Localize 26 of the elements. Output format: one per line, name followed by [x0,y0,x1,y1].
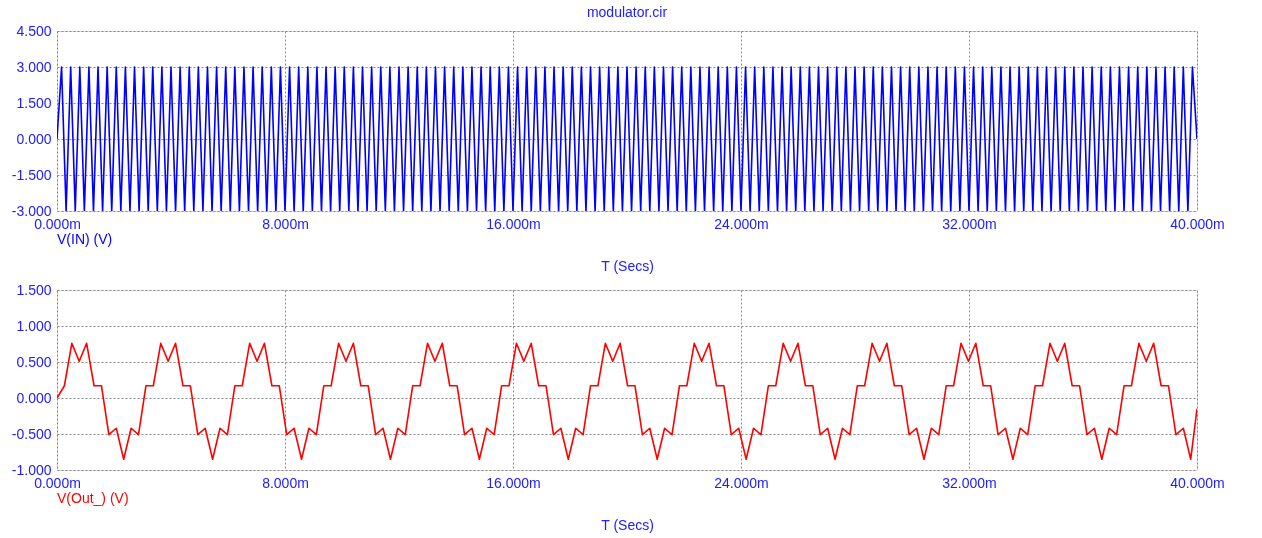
x-tick-label: 8.000m [262,474,309,491]
x-tick-label: 8.000m [262,215,309,232]
y-tick-label: 4.500 [16,22,52,39]
y-tick-label: 0.000 [16,130,52,147]
y-tick-label: -1.500 [11,166,52,183]
y-tick-label: 1.500 [16,281,52,298]
x-tick-label: 24.000m [714,474,769,491]
x-tick-label: 40.000m [1170,474,1225,491]
x-tick-label: 32.000m [942,215,997,232]
x-tick-label: 16.000m [486,474,541,491]
y-tick-label: 3.000 [16,58,52,75]
line-series [57,342,1197,460]
series-label: V(IN) (V) [57,231,113,247]
x-tick-label: 40.000m [1170,215,1225,232]
x-tick-label: 16.000m [486,215,541,232]
x-axis-title: T (Secs) [601,516,654,533]
text: V(Out_) (V) [57,490,129,506]
x-axis-title: T (Secs) [601,257,654,274]
x-tick-label: 24.000m [714,215,769,232]
chart-title: modulator.cir [586,4,668,20]
y-tick-label: 0.000 [16,389,52,406]
y-tick-label: 0.500 [16,353,52,370]
y-tick-label: -0.500 [11,425,52,442]
y-tick-label: 1.000 [16,317,52,334]
y-tick-label: 1.500 [16,94,52,111]
x-tick-label: 32.000m [942,474,997,491]
